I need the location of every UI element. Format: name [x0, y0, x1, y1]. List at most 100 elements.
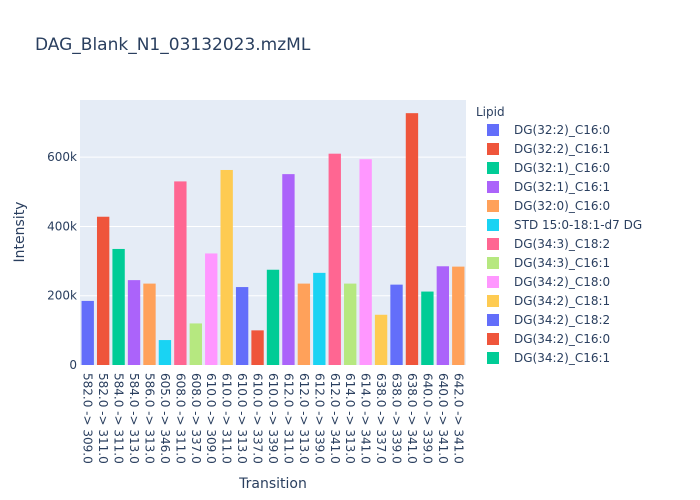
y-axis-ticks: 0 200k 400k 600k — [47, 150, 77, 372]
legend-swatch — [487, 162, 499, 174]
legend-item[interactable]: DG(32:1)_C16:0 — [487, 161, 610, 175]
x-tick-label: 584.0 -> 313.0 — [127, 373, 141, 464]
legend-label: DG(32:2)_C16:1 — [514, 142, 610, 156]
legend-swatch — [487, 295, 499, 307]
legend-swatch — [487, 238, 499, 250]
bar[interactable] — [220, 169, 233, 365]
legend-swatch — [487, 257, 499, 269]
x-tick-label: 642.0 -> 341.0 — [451, 373, 465, 464]
legend-label: DG(34:3)_C16:1 — [514, 256, 610, 270]
y-axis-title: Intensity — [12, 202, 28, 263]
bar[interactable] — [189, 323, 202, 365]
bars — [81, 113, 465, 366]
legend-swatch — [487, 219, 499, 231]
chart-title: DAG_Blank_N1_03132023.mzML — [35, 35, 311, 55]
x-tick-label: 638.0 -> 341.0 — [405, 373, 419, 464]
legend-label: DG(34:2)_C16:1 — [514, 351, 610, 365]
legend-label: DG(32:2)_C16:0 — [514, 123, 610, 137]
legend-item[interactable]: DG(32:2)_C16:1 — [487, 142, 610, 156]
legend-label: DG(32:0)_C16:0 — [514, 199, 610, 213]
legend-item[interactable]: DG(32:0)_C16:0 — [487, 199, 610, 213]
legend-swatch — [487, 200, 499, 212]
bar[interactable] — [328, 153, 341, 365]
x-tick-label: 610.0 -> 313.0 — [235, 373, 249, 464]
x-tick-label: 612.0 -> 339.0 — [312, 373, 326, 464]
y-tick-label: 600k — [47, 150, 77, 164]
legend-label: DG(34:2)_C18:2 — [514, 313, 610, 327]
x-tick-label: 612.0 -> 311.0 — [281, 373, 295, 464]
bar[interactable] — [266, 269, 280, 365]
x-tick-label: 610.0 -> 337.0 — [251, 373, 265, 464]
legend-item[interactable]: DG(34:2)_C16:1 — [487, 351, 610, 365]
legend-label: DG(32:1)_C16:0 — [514, 161, 610, 175]
x-tick-label: 582.0 -> 309.0 — [81, 373, 95, 464]
legend-label: DG(34:2)_C18:1 — [514, 294, 610, 308]
bar[interactable] — [405, 113, 419, 366]
bar[interactable] — [205, 253, 218, 365]
bar[interactable] — [251, 330, 264, 365]
legend-item[interactable]: DG(34:3)_C16:1 — [487, 256, 610, 270]
x-tick-label: 640.0 -> 341.0 — [436, 373, 450, 464]
legend-label: DG(32:1)_C16:1 — [514, 180, 610, 194]
x-tick-label: 638.0 -> 339.0 — [390, 373, 404, 464]
bar[interactable] — [112, 248, 125, 365]
bar[interactable] — [452, 266, 465, 365]
bar[interactable] — [390, 284, 403, 365]
x-tick-label: 610.0 -> 339.0 — [266, 373, 280, 464]
legend-swatch — [487, 333, 499, 345]
y-tick-label: 200k — [47, 289, 77, 303]
x-tick-label: 612.0 -> 341.0 — [328, 373, 342, 464]
y-tick-label: 0 — [69, 358, 77, 372]
bar[interactable] — [127, 280, 141, 365]
x-axis-title: Transition — [238, 476, 307, 492]
bar[interactable] — [421, 291, 434, 365]
legend-label: DG(34:2)_C16:0 — [514, 332, 610, 346]
legend-label: DG(34:2)_C18:0 — [514, 275, 610, 289]
x-tick-label: 614.0 -> 313.0 — [343, 373, 357, 464]
x-tick-label: 614.0 -> 341.0 — [359, 373, 373, 464]
legend-item[interactable]: DG(34:2)_C16:0 — [487, 332, 610, 346]
legend-item[interactable]: DG(34:3)_C18:2 — [487, 237, 610, 251]
bar[interactable] — [81, 300, 94, 365]
legend-swatch — [487, 181, 499, 193]
legend-title: Lipid — [476, 105, 505, 119]
legend-item[interactable]: DG(34:2)_C18:1 — [487, 294, 610, 308]
bar[interactable] — [235, 287, 249, 365]
x-tick-label: 612.0 -> 313.0 — [297, 373, 311, 464]
x-tick-label: 610.0 -> 309.0 — [204, 373, 218, 464]
x-tick-label: 582.0 -> 311.0 — [96, 373, 110, 464]
y-tick-label: 400k — [47, 219, 77, 233]
bar[interactable] — [359, 159, 372, 365]
bar[interactable] — [143, 283, 156, 365]
legend-swatch — [487, 124, 499, 136]
bar[interactable] — [297, 283, 311, 365]
x-tick-label: 584.0 -> 311.0 — [112, 373, 126, 464]
legend-item[interactable]: STD 15:0-18:1-d7 DG — [487, 218, 642, 232]
x-axis-ticks: 582.0 -> 309.0 582.0 -> 311.0 584.0 -> 311… — [81, 373, 466, 464]
bar[interactable] — [344, 283, 357, 365]
legend-label: STD 15:0-18:1-d7 DG — [514, 218, 642, 232]
legend[interactable]: Lipid DG(32:2)_C16:0 DG(32:2)_C16:1 DG(32:… — [476, 105, 642, 365]
bar[interactable] — [282, 174, 295, 365]
bar[interactable] — [436, 266, 450, 365]
legend-item[interactable]: DG(32:2)_C16:0 — [487, 123, 610, 137]
legend-item[interactable]: DG(34:2)_C18:0 — [487, 275, 610, 289]
bar[interactable] — [374, 314, 388, 365]
bar[interactable] — [174, 181, 187, 365]
x-tick-label: 640.0 -> 339.0 — [420, 373, 434, 464]
bar[interactable] — [96, 216, 110, 365]
x-tick-label: 608.0 -> 311.0 — [173, 373, 187, 464]
legend-swatch — [487, 314, 499, 326]
bar[interactable] — [313, 272, 326, 365]
x-tick-label: 608.0 -> 337.0 — [189, 373, 203, 464]
x-tick-label: 586.0 -> 313.0 — [142, 373, 156, 464]
legend-label: DG(34:3)_C18:2 — [514, 237, 610, 251]
legend-swatch — [487, 143, 499, 155]
legend-swatch — [487, 276, 499, 288]
legend-item[interactable]: DG(34:2)_C18:2 — [487, 313, 610, 327]
legend-swatch — [487, 352, 499, 364]
bar[interactable] — [158, 340, 172, 365]
legend-item[interactable]: DG(32:1)_C16:1 — [487, 180, 610, 194]
x-tick-label: 638.0 -> 337.0 — [374, 373, 388, 464]
